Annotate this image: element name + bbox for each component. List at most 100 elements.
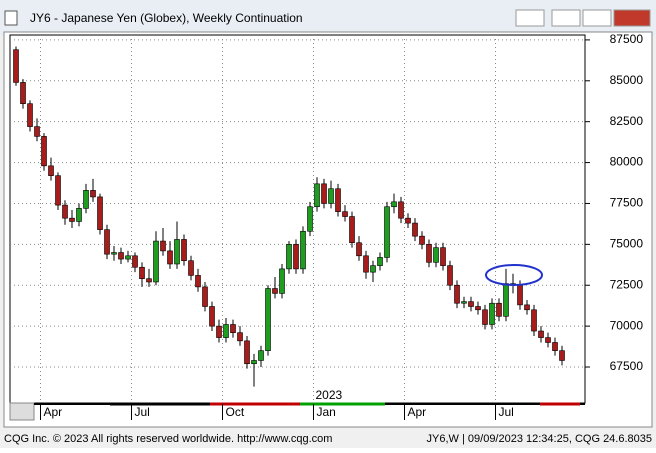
candle-body: [461, 301, 467, 304]
window-title: JY6 - Japanese Yen (Globex), Weekly Cont…: [30, 11, 303, 25]
title-bar: [0, 0, 656, 36]
candle-body: [160, 240, 166, 252]
candle-body: [279, 268, 285, 294]
candle-body: [405, 217, 411, 224]
candle-body: [111, 252, 117, 255]
plot-area: [9, 34, 586, 404]
y-tick-label: 80000: [610, 155, 644, 169]
candle-body: [349, 216, 355, 244]
candle-body: [244, 340, 250, 365]
candle-body: [419, 235, 425, 245]
candle-body: [125, 255, 131, 260]
y-tick-label: 75000: [610, 237, 644, 251]
candle-body: [76, 208, 82, 222]
y-tick-label: 72500: [610, 277, 644, 291]
candle-body: [447, 265, 453, 286]
candle-body: [552, 342, 558, 351]
x-tick-label: Apr: [44, 405, 63, 419]
candle-body: [475, 306, 481, 311]
candle-body: [286, 244, 292, 270]
candle-body: [335, 188, 341, 212]
candle-body: [146, 278, 152, 283]
candle-body: [426, 244, 432, 263]
x-tick-label: Jul: [499, 405, 514, 419]
candle-body: [503, 283, 509, 317]
link-button[interactable]: [515, 9, 545, 27]
y-tick-label: 70000: [610, 318, 644, 332]
candle-body: [48, 165, 54, 176]
candle-body: [27, 103, 33, 127]
candle-body: [181, 239, 187, 262]
candle-body: [559, 350, 565, 361]
y-tick-label: 87500: [610, 32, 644, 46]
candle-body: [531, 309, 537, 332]
candle-body: [433, 247, 439, 263]
candle-body: [356, 242, 362, 257]
candle-body: [454, 284, 460, 304]
candle-body: [209, 306, 215, 327]
x-tick-label: Jul: [135, 405, 150, 419]
x-tick-label: Apr: [408, 405, 427, 419]
candle-body: [104, 229, 110, 255]
candle-body: [153, 240, 159, 283]
candle-body: [328, 188, 334, 204]
candle-body: [342, 211, 348, 217]
candle-body: [307, 206, 313, 232]
candle-body: [391, 201, 397, 208]
candle-body: [251, 360, 257, 365]
candle-body: [216, 325, 222, 338]
candle-body: [83, 190, 89, 209]
candle-body: [132, 255, 138, 268]
candle-body: [524, 304, 530, 311]
candle-body: [370, 265, 376, 273]
candle-body: [517, 284, 523, 306]
candle-body: [440, 247, 446, 266]
candle-body: [496, 302, 502, 317]
candle-body: [538, 330, 544, 338]
candle-body: [545, 337, 551, 343]
candle-body: [139, 266, 145, 279]
candle-body: [202, 286, 208, 307]
candle-body: [293, 244, 299, 270]
candle-body: [167, 250, 173, 265]
x-tick-label: Oct: [226, 405, 245, 419]
footer-left: CQG Inc. © 2023 All rights reserved worl…: [4, 433, 332, 445]
candle-body: [412, 222, 418, 237]
restore-button[interactable]: [582, 9, 612, 27]
x-tick-label: Jan: [317, 405, 336, 419]
candle-body: [69, 217, 75, 222]
highlight-ellipse: [485, 264, 543, 286]
candle-body: [20, 82, 26, 104]
y-tick-label: 67500: [610, 359, 644, 373]
candle-body: [97, 196, 103, 230]
candle-body: [174, 239, 180, 265]
candle-body: [300, 230, 306, 270]
candle-body: [384, 206, 390, 258]
candle-body: [55, 175, 61, 206]
minimize-button[interactable]: [551, 9, 581, 27]
candle-body: [90, 190, 96, 198]
candle-body: [482, 309, 488, 325]
y-tick-label: 85000: [610, 73, 644, 87]
candle-body: [230, 324, 236, 333]
axis-corner: [9, 402, 35, 421]
y-tick-label: 82500: [610, 114, 644, 128]
footer-right: JY6,W | 09/09/2023 12:34:25, CQG 24.6.80…: [427, 433, 652, 445]
close-button[interactable]: [613, 9, 651, 27]
year-label: 2023: [316, 388, 343, 402]
candle-body: [62, 204, 68, 219]
candle-body: [489, 302, 495, 325]
app-icon: [4, 10, 18, 26]
candle-body: [195, 275, 201, 288]
candle-body: [363, 255, 369, 273]
candle-body: [13, 49, 19, 83]
y-tick-label: 77500: [610, 196, 644, 210]
candle-body: [118, 252, 124, 260]
candle-body: [314, 183, 320, 208]
candle-body: [34, 126, 40, 137]
candle-body: [398, 201, 404, 219]
candle-body: [265, 288, 271, 351]
candle-body: [377, 257, 383, 266]
candle-body: [258, 350, 264, 361]
